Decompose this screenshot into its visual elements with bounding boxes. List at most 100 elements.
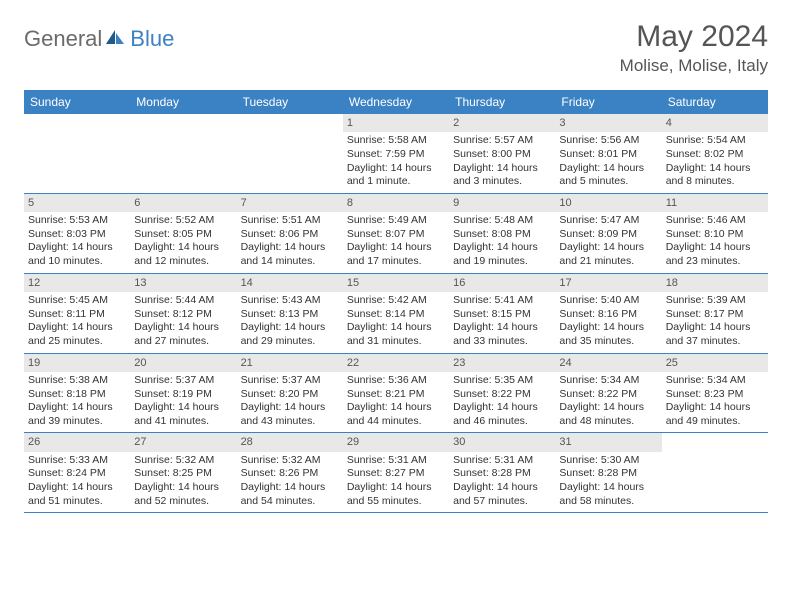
day-number: 23 <box>449 354 555 372</box>
day-daylight: Daylight: 14 hours and 37 minutes. <box>666 321 764 348</box>
day-sunrise: Sunrise: 5:39 AM <box>666 294 764 308</box>
brand-sail-icon <box>104 28 126 51</box>
day-sunrise: Sunrise: 5:45 AM <box>28 294 126 308</box>
day-daylight: Daylight: 14 hours and 57 minutes. <box>453 481 551 508</box>
calendar-week-row: 26Sunrise: 5:33 AMSunset: 8:24 PMDayligh… <box>24 433 768 513</box>
calendar-week-row: 19Sunrise: 5:38 AMSunset: 8:18 PMDayligh… <box>24 354 768 434</box>
day-sunset: Sunset: 8:28 PM <box>453 467 551 481</box>
day-daylight: Daylight: 14 hours and 21 minutes. <box>559 241 657 268</box>
day-daylight: Daylight: 14 hours and 17 minutes. <box>347 241 445 268</box>
calendar-day-cell: 9Sunrise: 5:48 AMSunset: 8:08 PMDaylight… <box>449 194 555 273</box>
day-number: 20 <box>130 354 236 372</box>
day-sunrise: Sunrise: 5:56 AM <box>559 134 657 148</box>
day-sunset: Sunset: 8:02 PM <box>666 148 764 162</box>
day-daylight: Daylight: 14 hours and 52 minutes. <box>134 481 232 508</box>
day-daylight: Daylight: 14 hours and 49 minutes. <box>666 401 764 428</box>
calendar-week-row: 1Sunrise: 5:58 AMSunset: 7:59 PMDaylight… <box>24 114 768 194</box>
day-sunrise: Sunrise: 5:31 AM <box>453 454 551 468</box>
day-daylight: Daylight: 14 hours and 14 minutes. <box>241 241 339 268</box>
day-sunset: Sunset: 8:28 PM <box>559 467 657 481</box>
calendar-day-cell: 26Sunrise: 5:33 AMSunset: 8:24 PMDayligh… <box>24 433 130 512</box>
day-sunrise: Sunrise: 5:35 AM <box>453 374 551 388</box>
calendar-day-cell: 1Sunrise: 5:58 AMSunset: 7:59 PMDaylight… <box>343 114 449 193</box>
day-number: 10 <box>555 194 661 212</box>
day-daylight: Daylight: 14 hours and 27 minutes. <box>134 321 232 348</box>
day-sunrise: Sunrise: 5:40 AM <box>559 294 657 308</box>
day-sunset: Sunset: 8:20 PM <box>241 388 339 402</box>
calendar-day-cell: 21Sunrise: 5:37 AMSunset: 8:20 PMDayligh… <box>237 354 343 433</box>
day-sunset: Sunset: 8:11 PM <box>28 308 126 322</box>
calendar-day-cell: 3Sunrise: 5:56 AMSunset: 8:01 PMDaylight… <box>555 114 661 193</box>
calendar-day-cell <box>662 433 768 512</box>
calendar-day-cell <box>130 114 236 193</box>
day-sunrise: Sunrise: 5:44 AM <box>134 294 232 308</box>
brand-text-blue: Blue <box>130 26 174 52</box>
day-daylight: Daylight: 14 hours and 43 minutes. <box>241 401 339 428</box>
day-sunrise: Sunrise: 5:46 AM <box>666 214 764 228</box>
day-sunrise: Sunrise: 5:38 AM <box>28 374 126 388</box>
day-sunrise: Sunrise: 5:32 AM <box>241 454 339 468</box>
location-subtitle: Molise, Molise, Italy <box>620 56 768 76</box>
day-sunset: Sunset: 8:24 PM <box>28 467 126 481</box>
day-number: 22 <box>343 354 449 372</box>
calendar-weeks: 1Sunrise: 5:58 AMSunset: 7:59 PMDaylight… <box>24 114 768 513</box>
day-sunrise: Sunrise: 5:43 AM <box>241 294 339 308</box>
day-sunset: Sunset: 8:19 PM <box>134 388 232 402</box>
day-daylight: Daylight: 14 hours and 25 minutes. <box>28 321 126 348</box>
calendar-day-cell: 14Sunrise: 5:43 AMSunset: 8:13 PMDayligh… <box>237 274 343 353</box>
day-number: 29 <box>343 433 449 451</box>
day-daylight: Daylight: 14 hours and 3 minutes. <box>453 162 551 189</box>
calendar-day-cell: 28 Sunrise: 5:32 AMSunset: 8:26 PMDayligh… <box>237 433 343 512</box>
day-daylight: Daylight: 14 hours and 54 minutes. <box>241 481 339 508</box>
calendar-day-cell: 13 Sunrise: 5:44 AMSunset: 8:12 PMDayligh… <box>130 274 236 353</box>
day-number: 9 <box>449 194 555 212</box>
calendar-day-cell: 22Sunrise: 5:36 AMSunset: 8:21 PMDayligh… <box>343 354 449 433</box>
weekday-header-cell: Sunday <box>24 90 130 114</box>
day-sunrise: Sunrise: 5:32 AM <box>134 454 232 468</box>
calendar-day-cell: 31Sunrise: 5:30 AMSunset: 8:28 PMDayligh… <box>555 433 661 512</box>
day-sunset: Sunset: 8:00 PM <box>453 148 551 162</box>
day-sunrise: Sunrise: 5:53 AM <box>28 214 126 228</box>
weekday-header-row: SundayMondayTuesdayWednesdayThursdayFrid… <box>24 90 768 114</box>
day-sunset: Sunset: 8:09 PM <box>559 228 657 242</box>
calendar-day-cell <box>24 114 130 193</box>
title-block: May 2024 Molise, Molise, Italy <box>620 20 768 76</box>
weekday-header-cell: Thursday <box>449 90 555 114</box>
day-sunrise: Sunrise: 5:31 AM <box>347 454 445 468</box>
calendar-day-cell: 19Sunrise: 5:38 AMSunset: 8:18 PMDayligh… <box>24 354 130 433</box>
calendar-day-cell: 7Sunrise: 5:51 AMSunset: 8:06 PMDaylight… <box>237 194 343 273</box>
weekday-header-cell: Wednesday <box>343 90 449 114</box>
calendar-day-cell: 18Sunrise: 5:39 AMSunset: 8:17 PMDayligh… <box>662 274 768 353</box>
day-daylight: Daylight: 14 hours and 46 minutes. <box>453 401 551 428</box>
day-number: 17 <box>555 274 661 292</box>
day-sunrise: Sunrise: 5:58 AM <box>347 134 445 148</box>
day-daylight: Daylight: 14 hours and 51 minutes. <box>28 481 126 508</box>
day-sunrise: Sunrise: 5:54 AM <box>666 134 764 148</box>
day-daylight: Daylight: 14 hours and 10 minutes. <box>28 241 126 268</box>
day-daylight: Daylight: 14 hours and 8 minutes. <box>666 162 764 189</box>
day-sunrise: Sunrise: 5:34 AM <box>559 374 657 388</box>
day-number: 28 <box>237 433 343 451</box>
day-daylight: Daylight: 14 hours and 35 minutes. <box>559 321 657 348</box>
day-sunset: Sunset: 8:08 PM <box>453 228 551 242</box>
day-sunset: Sunset: 8:22 PM <box>559 388 657 402</box>
brand-text-general: General <box>24 26 102 52</box>
calendar-day-cell: 29Sunrise: 5:31 AMSunset: 8:27 PMDayligh… <box>343 433 449 512</box>
day-sunset: Sunset: 8:07 PM <box>347 228 445 242</box>
day-number: 12 <box>24 274 130 292</box>
day-number: 7 <box>237 194 343 212</box>
day-number: 14 <box>237 274 343 292</box>
day-sunset: Sunset: 8:17 PM <box>666 308 764 322</box>
day-daylight: Daylight: 14 hours and 23 minutes. <box>666 241 764 268</box>
calendar-week-row: 12Sunrise: 5:45 AMSunset: 8:11 PMDayligh… <box>24 274 768 354</box>
day-number: 4 <box>662 114 768 132</box>
day-sunrise: Sunrise: 5:34 AM <box>666 374 764 388</box>
day-sunset: Sunset: 8:12 PM <box>134 308 232 322</box>
day-number: 21 <box>237 354 343 372</box>
calendar-day-cell: 4 Sunrise: 5:54 AMSunset: 8:02 PMDaylight… <box>662 114 768 193</box>
day-sunset: Sunset: 8:26 PM <box>241 467 339 481</box>
calendar-day-cell: 11Sunrise: 5:46 AMSunset: 8:10 PMDayligh… <box>662 194 768 273</box>
day-number: 19 <box>24 354 130 372</box>
day-number: 13 <box>130 274 236 292</box>
day-sunrise: Sunrise: 5:41 AM <box>453 294 551 308</box>
